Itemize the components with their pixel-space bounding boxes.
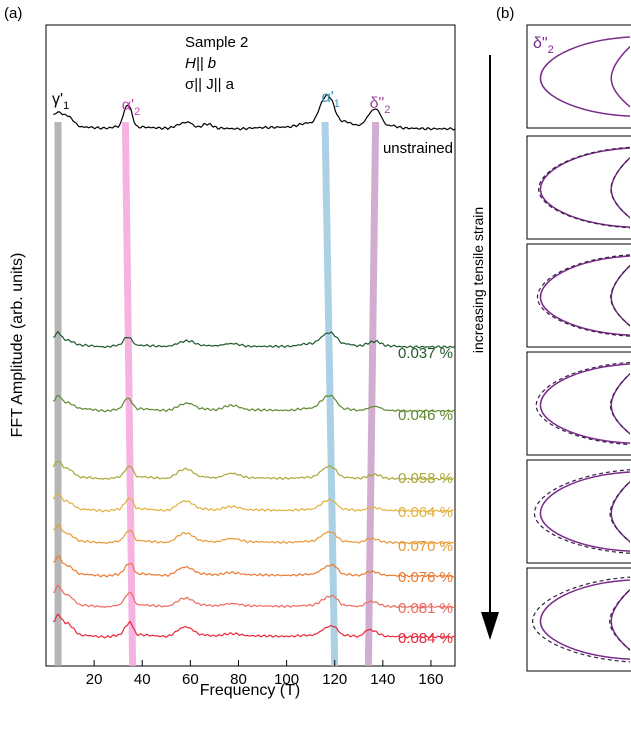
fermi-surface-dashed: [538, 146, 630, 229]
plot-area: [45, 24, 456, 667]
sample-line-1: Sample 2: [185, 34, 248, 51]
fermi-surface-solid: [539, 363, 630, 444]
series-label: 0.081 %: [398, 600, 453, 617]
panel-a-label: (a): [4, 5, 22, 22]
peak-band: [321, 121, 339, 667]
spectrum-line: [52, 613, 456, 639]
inset-content: [536, 254, 630, 337]
fermi-surface-dashed: [531, 576, 630, 663]
inset-content: [539, 36, 630, 117]
inset-frame: [526, 459, 631, 564]
series-label: unstrained: [383, 140, 453, 157]
x-tick-label: 100: [274, 671, 299, 688]
panel-b-label: (b): [496, 5, 514, 22]
peak-label: α'1: [321, 89, 339, 110]
peak-labels: γ'1 α'2α'1 δ"2: [52, 89, 390, 118]
spectrum-line: [52, 555, 456, 578]
fermi-surface-dashed: [535, 361, 630, 446]
series-label: 0.058 %: [398, 470, 453, 487]
fermi-surface-dashed: [536, 254, 630, 337]
inset-content: [535, 361, 630, 446]
peak-band: [121, 121, 137, 667]
spectrum-line: [52, 524, 456, 545]
plot-frame: [45, 24, 456, 667]
inset-content: [538, 146, 630, 229]
inset-frame: [526, 351, 631, 456]
fermi-surface-solid: [539, 579, 630, 660]
spectrum-line: [53, 93, 456, 131]
series-label: 0.064 %: [398, 504, 453, 521]
inset-frame: [526, 135, 631, 240]
series-label: 0.037 %: [398, 345, 453, 362]
arrow-label: increasing tensile strain: [470, 207, 486, 353]
x-tick-label: 80: [230, 671, 247, 688]
strain-arrow: increasing tensile strain: [470, 55, 499, 640]
sample-line-2: H|| b: [185, 55, 216, 72]
inset-content: [533, 469, 630, 554]
x-tick-label: 40: [134, 671, 151, 688]
spectrum-line: [52, 394, 456, 413]
y-axis-label: FFT Amplitude (arb. units): [9, 253, 26, 438]
peak-band: [364, 121, 380, 667]
inset-content: [531, 576, 630, 663]
fermi-surface-insets: δ"2: [526, 24, 631, 672]
series-label: 0.070 %: [398, 538, 453, 555]
spectrum-line: [52, 584, 456, 609]
arrow-head: [481, 612, 499, 640]
series-label: 0.084 %: [398, 630, 453, 647]
inset-frame: [526, 567, 631, 672]
spectrum-line: [52, 493, 456, 513]
peak-label: α'2: [122, 97, 140, 118]
x-tick-label: 20: [86, 671, 103, 688]
fermi-surface-solid: [539, 36, 630, 117]
fermi-surface-dashed: [533, 469, 630, 554]
fermi-surface-solid: [539, 471, 630, 552]
x-tick-label: 140: [370, 671, 395, 688]
fermi-surface-solid: [539, 255, 630, 336]
x-tick-label: 160: [418, 671, 443, 688]
spectrum-line: [53, 330, 456, 349]
x-tick-label: 120: [322, 671, 347, 688]
peak-label: γ'1: [52, 91, 69, 112]
inset-frame: [526, 243, 631, 348]
spectra: [52, 93, 456, 639]
sample-line-3: σ|| J|| a: [185, 76, 235, 93]
x-axis-label: Frequency (T): [200, 682, 300, 699]
series-labels: unstrained 0.037 % 0.046 % 0.058 % 0.064 % 0.…: [383, 140, 453, 647]
inset-frame: [526, 24, 631, 129]
sample-annotation: Sample 2 H|| b σ|| J|| a: [185, 34, 248, 93]
series-label: 0.076 %: [398, 569, 453, 586]
x-axis-ticks: 20 40 60 80 100 120 140 160: [86, 660, 443, 688]
series-label: 0.046 %: [398, 407, 453, 424]
spectrum-line: [52, 460, 456, 481]
x-tick-label: 60: [182, 671, 199, 688]
peak-bands: [54, 121, 380, 667]
